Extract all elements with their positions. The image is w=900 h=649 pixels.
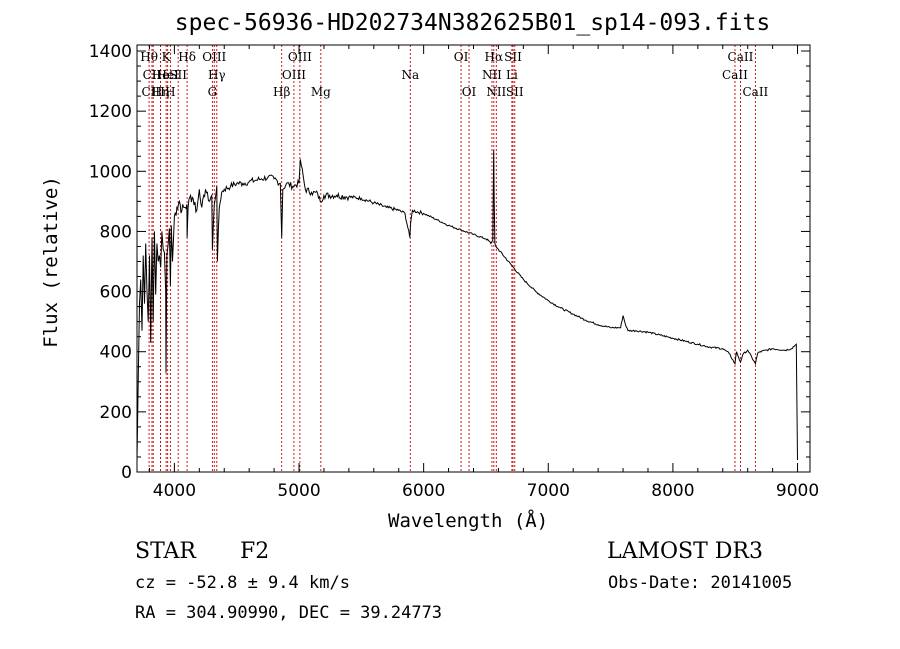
line-marker-label: Hβ — [273, 85, 290, 99]
y-tick-label: 600 — [100, 283, 132, 303]
line-marker-label: CaII — [742, 85, 768, 99]
line-marker-label: OI — [454, 50, 469, 64]
line-marker-label: K — [162, 50, 172, 64]
line-marker-label: H — [165, 85, 175, 99]
line-marker-label: CaII — [722, 68, 748, 82]
line-marker-label: OIII — [202, 50, 226, 64]
line-marker-label: G — [208, 85, 218, 99]
chart-title: spec-56936-HD202734N382625B01_sp14-093.f… — [174, 10, 771, 36]
object-subclass: F2 — [240, 539, 270, 564]
line-marker-label: SII — [169, 68, 187, 82]
y-axis: 0 200 400 600 800 1000 1200 1400 — [89, 42, 810, 483]
line-marker-label: Mg — [311, 85, 331, 99]
line-marker-label: Li — [506, 68, 518, 82]
line-marker-label: Hθ — [140, 50, 158, 64]
line-marker-label: Hγ — [208, 68, 226, 82]
plot-frame — [136, 44, 811, 473]
x-tick-label: 7000 — [527, 481, 570, 501]
line-marker-label: CII — [143, 68, 162, 82]
x-axis: 4000 5000 6000 7000 8000 9000 — [148, 45, 819, 501]
y-tick-label: 1000 — [89, 162, 132, 182]
line-marker-label: OI — [462, 85, 477, 99]
survey-name: LAMOST DR3 — [607, 539, 763, 564]
y-tick-label: 400 — [100, 343, 132, 363]
line-marker-label: OIII — [282, 68, 306, 82]
line-marker-label: Hα — [485, 50, 504, 64]
line-marker-label: He — [152, 68, 170, 82]
y-tick-label: 1200 — [89, 102, 132, 122]
y-tick-label: 0 — [121, 463, 132, 483]
line-marker-label: Na — [401, 68, 419, 82]
y-axis-label: Flux (relative) — [40, 176, 62, 348]
redshift-velocity: cz = -52.8 ± 9.4 km/s — [135, 573, 350, 593]
line-marker-label: Hη — [152, 85, 170, 99]
line-marker-label: NII — [486, 85, 506, 99]
line-marker-label: CIII — [141, 85, 165, 99]
line-marker-label: NII — [482, 68, 502, 82]
x-tick-label: 6000 — [402, 481, 445, 501]
spectral-line-labels: Hθ CII CIII He Hη K HeI H SII Hδ OIII Hγ G Hβ OIII OIII… — [140, 50, 768, 99]
x-tick-label: 5000 — [277, 481, 320, 501]
line-marker-label: SII — [506, 85, 524, 99]
y-tick-label: 1400 — [89, 42, 132, 62]
x-tick-label: 4000 — [153, 481, 196, 501]
observation-date: Obs-Date: 20141005 — [608, 573, 793, 593]
y-tick-label: 200 — [100, 403, 132, 423]
object-class: STAR — [135, 539, 196, 564]
line-marker-label: OIII — [288, 50, 312, 64]
line-marker-label: SII — [504, 50, 522, 64]
line-marker-label: Hδ — [178, 50, 196, 64]
spectral-line-markers — [148, 45, 756, 472]
line-marker-label: HeI — [157, 68, 180, 82]
x-tick-label: 9000 — [776, 481, 819, 501]
line-marker-label: CaII — [728, 50, 754, 64]
x-axis-label: Wavelength (Å) — [388, 510, 549, 532]
y-tick-label: 800 — [100, 222, 132, 242]
coordinates: RA = 304.90990, DEC = 39.24773 — [135, 603, 443, 623]
spectrum-line — [136, 150, 798, 461]
x-tick-label: 8000 — [651, 481, 694, 501]
